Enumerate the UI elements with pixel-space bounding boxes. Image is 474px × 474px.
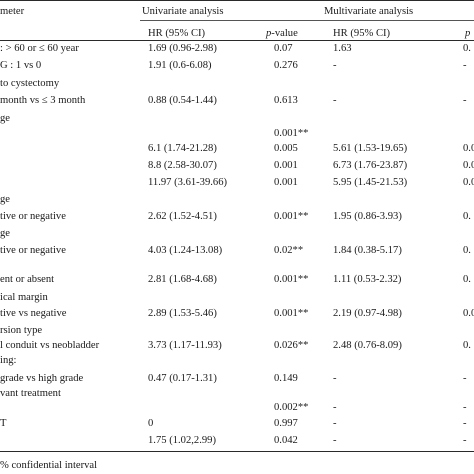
cell-pvalue-multivariate: - — [463, 435, 467, 446]
cell-hr-univariate: 4.03 (1.24-13.08) — [148, 245, 223, 256]
cell-pvalue-univariate: 0.042 — [274, 435, 298, 446]
header-group-rule — [140, 20, 474, 21]
row-label: ge — [0, 194, 10, 205]
cell-hr-multivariate: - — [333, 418, 337, 429]
cell-hr-univariate: 3.73 (1.17-11.93) — [148, 340, 222, 351]
table-bottom-rule — [0, 451, 474, 452]
cell-pvalue-univariate: 0.613 — [274, 95, 298, 106]
header-hr-univariate: HR (95% CI) — [148, 28, 206, 39]
header-pvalue-multivariate: p — [465, 28, 471, 40]
cell-pvalue-multivariate: 0. — [463, 211, 471, 222]
cell-pvalue-multivariate: 0. — [463, 340, 471, 351]
cell-pvalue-univariate: 0.276 — [274, 60, 298, 71]
cell-pvalue-univariate: 0.001 — [274, 160, 298, 171]
row-label: month vs ≤ 3 month — [0, 95, 86, 106]
cell-pvalue-univariate: 0.026** — [274, 340, 309, 351]
header-hr-multivariate: HR (95% CI) — [333, 28, 391, 39]
row-label: G : 1 vs 0 — [0, 60, 42, 71]
header-pvalue-univariate: p-value — [266, 28, 298, 40]
cell-hr-multivariate: 6.73 (1.76-23.87) — [333, 160, 408, 171]
cell-hr-univariate: 11.97 (3.61-39.66) — [148, 177, 228, 188]
footnote: % confidential interval — [0, 460, 98, 471]
cell-pvalue-multivariate: - — [463, 60, 467, 71]
cell-pvalue-multivariate: 0.0 — [463, 177, 474, 188]
cell-hr-multivariate: - — [333, 95, 337, 106]
row-label: vant treatment — [0, 388, 61, 399]
cell-hr-univariate: 2.62 (1.52-4.51) — [148, 211, 217, 222]
row-label: rsion type — [0, 325, 43, 336]
cell-hr-multivariate: 2.19 (0.97-4.98) — [333, 308, 402, 319]
row-label: tive vs negative — [0, 308, 67, 319]
cell-hr-multivariate: 2.48 (0.76-8.09) — [333, 340, 402, 351]
cell-pvalue-univariate: 0.02** — [274, 245, 304, 256]
cell-pvalue-univariate: 0.001** — [274, 274, 309, 285]
cell-hr-univariate: 1.75 (1.02,2.99) — [148, 435, 216, 446]
row-label: l conduit vs neobladder — [0, 340, 100, 351]
row-label: grade vs high grade — [0, 373, 84, 384]
cell-hr-multivariate: 1.95 (0.86-3.93) — [333, 211, 402, 222]
cell-hr-univariate: 0.47 (0.17-1.31) — [148, 373, 217, 384]
cell-pvalue-univariate: 0.001** — [274, 128, 309, 139]
cell-pvalue-univariate: 0.149 — [274, 373, 298, 384]
cell-pvalue-univariate: 0.005 — [274, 143, 298, 154]
table-top-rule — [0, 0, 474, 1]
cell-pvalue-multivariate: 0. — [463, 43, 471, 54]
cell-pvalue-multivariate: 0.0 — [463, 160, 474, 171]
cell-hr-multivariate: - — [333, 402, 337, 413]
cell-hr-univariate: 1.91 (0.6-6.08) — [148, 60, 212, 71]
cell-pvalue-univariate: 0.997 — [274, 418, 298, 429]
cell-hr-multivariate: 5.61 (1.53-19.65) — [333, 143, 408, 154]
cell-hr-univariate: 6.1 (1.74-21.28) — [148, 143, 217, 154]
header-multivariate: Multivariate analysis — [324, 6, 414, 17]
cell-pvalue-multivariate: - — [463, 95, 467, 106]
row-label: ge — [0, 228, 10, 239]
cell-pvalue-univariate: 0.001** — [274, 211, 309, 222]
cell-hr-univariate: 2.89 (1.53-5.46) — [148, 308, 217, 319]
cell-hr-univariate: 2.81 (1.68-4.68) — [148, 274, 217, 285]
row-label: to cystectomy — [0, 78, 60, 89]
row-label: tive or negative — [0, 245, 66, 256]
row-label: ical margin — [0, 292, 48, 303]
cell-hr-multivariate: 1.63 — [333, 43, 352, 54]
cell-pvalue-multivariate: 0. — [463, 245, 471, 256]
cell-hr-multivariate: - — [333, 60, 337, 71]
cell-pvalue-multivariate: - — [463, 418, 467, 429]
cell-hr-multivariate: - — [333, 373, 337, 384]
cell-pvalue-univariate: 0.07 — [274, 43, 293, 54]
row-label: ge — [0, 113, 10, 124]
cell-pvalue-multivariate: 0. — [463, 274, 471, 285]
p-italic: p — [266, 28, 272, 39]
cell-pvalue-univariate: 0.002** — [274, 402, 309, 413]
cell-pvalue-multivariate: - — [463, 402, 467, 413]
header-univariate: Univariate analysis — [142, 6, 224, 17]
cell-pvalue-multivariate: 0.0 — [463, 308, 474, 319]
cell-hr-univariate: 0 — [148, 418, 154, 429]
cell-pvalue-univariate: 0.001 — [274, 177, 298, 188]
p-italic-edge: p — [465, 28, 471, 39]
cell-hr-univariate: 8.8 (2.58-30.07) — [148, 160, 217, 171]
cell-hr-multivariate: 1.11 (0.53-2.32) — [333, 274, 402, 285]
header-bottom-rule — [0, 40, 474, 41]
row-label: : > 60 or ≤ 60 year — [0, 43, 79, 54]
cell-pvalue-univariate: 0.001** — [274, 308, 309, 319]
p-rest: -value — [271, 28, 298, 39]
cell-hr-multivariate: - — [333, 435, 337, 446]
row-label: tive or negative — [0, 211, 66, 222]
cell-pvalue-multivariate: - — [463, 373, 467, 384]
cell-pvalue-multivariate: 0.0 — [463, 143, 474, 154]
cell-hr-multivariate: 5.95 (1.45-21.53) — [333, 177, 408, 188]
cell-hr-univariate: 1.69 (0.96-2.98) — [148, 43, 217, 54]
header-parameter: meter — [0, 6, 25, 17]
row-label: T — [0, 418, 7, 429]
cell-hr-univariate: 0.88 (0.54-1.44) — [148, 95, 217, 106]
row-label: ent or absent — [0, 274, 55, 285]
row-label: ing: — [0, 355, 17, 366]
cell-hr-multivariate: 1.84 (0.38-5.17) — [333, 245, 402, 256]
